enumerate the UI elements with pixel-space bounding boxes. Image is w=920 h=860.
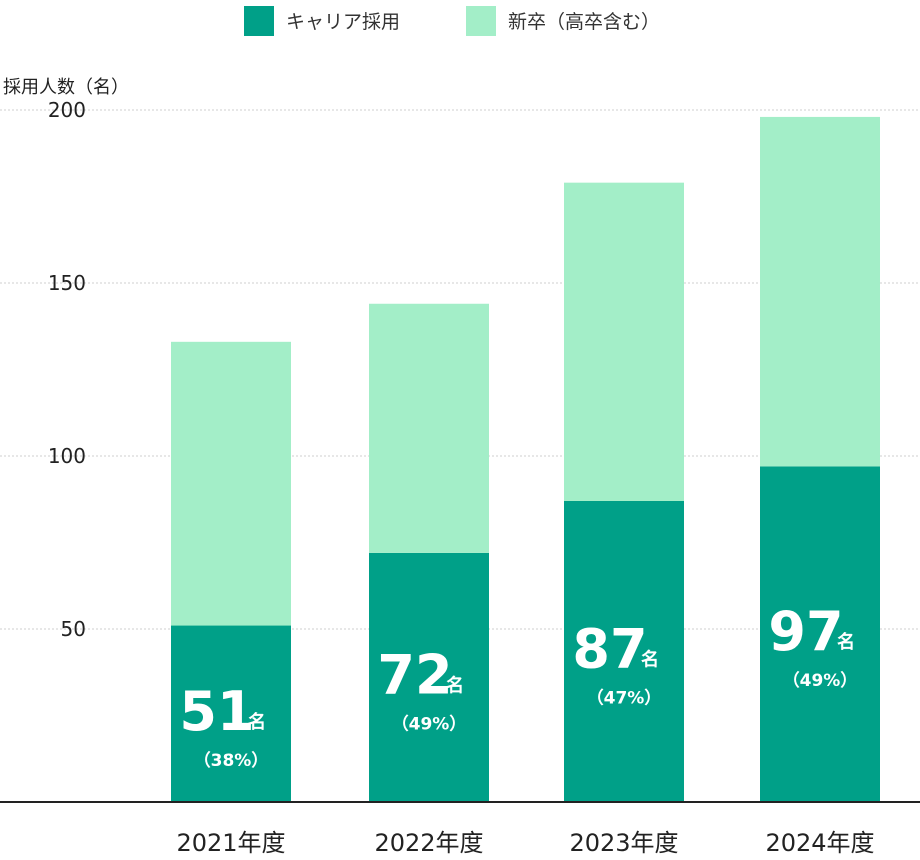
bar-unit-label: 名	[446, 674, 464, 696]
legend: キャリア採用 新卒（高卒含む）	[244, 6, 660, 36]
x-tick-label: 2024年度	[765, 829, 874, 857]
legend-label-1: 新卒（高卒含む）	[508, 11, 660, 33]
bar-unit-label: 名	[641, 648, 659, 670]
y-tick-label: 50	[61, 617, 86, 641]
bar-segment-s1-1	[369, 303, 489, 553]
bars	[171, 116, 880, 802]
bar-value-label: 72	[377, 643, 452, 706]
bar-value-label: 51	[179, 680, 254, 743]
bar-segment-s0-2	[564, 500, 684, 802]
bar-segment-s0-1	[369, 552, 489, 802]
bar-percent-label: （49%）	[392, 713, 467, 734]
bar-unit-label: 名	[248, 711, 266, 733]
bar-segment-s0-0	[171, 625, 291, 802]
legend-label-0: キャリア採用	[286, 11, 400, 33]
bar-segment-s1-0	[171, 341, 291, 626]
bar-percent-label: （38%）	[194, 750, 269, 771]
bar-segment-s1-2	[564, 182, 684, 501]
bar-unit-label: 名	[837, 631, 855, 653]
x-tick-label: 2021年度	[176, 829, 285, 857]
legend-swatch-0	[244, 6, 274, 36]
bar-labels: 51名（38%）72名（49%）87名（47%）97名（49%）	[179, 600, 857, 771]
x-tick-label: 2023年度	[569, 829, 678, 857]
x-axis-ticks: 2021年度 2022年度 2023年度 2024年度	[176, 829, 874, 857]
x-tick-label: 2022年度	[374, 829, 483, 857]
legend-swatch-1	[466, 6, 496, 36]
y-tick-label: 100	[48, 444, 86, 468]
y-axis-label: 採用人数（名）	[3, 77, 129, 98]
bar-segment-s0-3	[760, 466, 880, 802]
bar-value-label: 97	[768, 600, 843, 663]
bar-percent-label: （49%）	[783, 670, 858, 691]
y-tick-label: 200	[48, 98, 86, 122]
y-axis-ticks: 50 100 150 200	[48, 98, 86, 641]
bar-value-label: 87	[572, 617, 647, 680]
y-tick-label: 150	[48, 271, 86, 295]
bar-segment-s1-3	[760, 116, 880, 467]
bar-percent-label: （47%）	[587, 687, 662, 708]
